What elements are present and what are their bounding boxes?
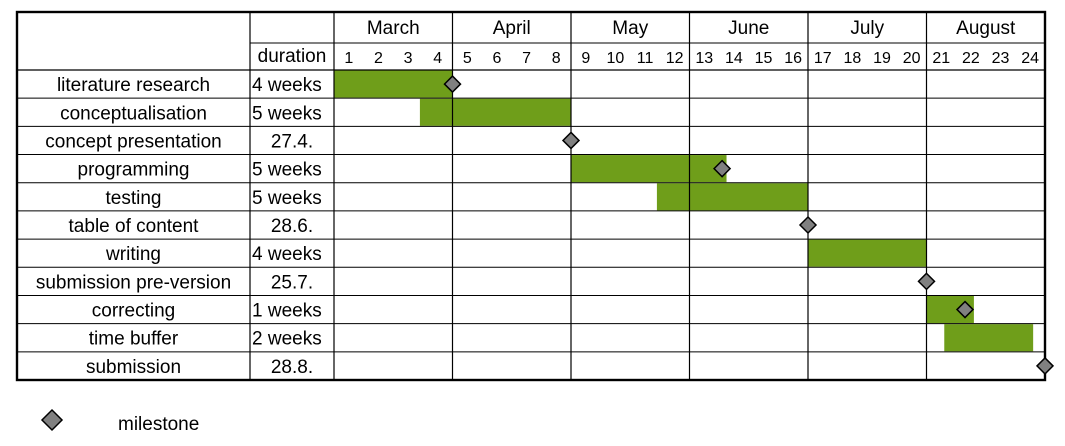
task-name: time buffer [89, 329, 179, 350]
task-bar [571, 155, 727, 183]
task-name: testing [106, 188, 162, 209]
milestone-marker [917, 272, 936, 291]
task-bar [419, 98, 571, 126]
week-tick-label: 13 [695, 50, 713, 67]
duration-header: duration [258, 46, 327, 67]
task-name: conceptualisation [60, 103, 207, 124]
week-tick-label: 11 [637, 50, 654, 67]
milestone-marker [955, 300, 975, 319]
task-bar [944, 324, 1034, 352]
week-tick-label: 4 [433, 50, 442, 67]
milestone-marker [798, 215, 818, 235]
week-tick-label: 9 [581, 50, 590, 67]
week-tick-label: 3 [404, 50, 413, 67]
month-label: August [956, 18, 1016, 39]
week-tick-label: 6 [492, 50, 501, 67]
task-name: correcting [92, 301, 175, 322]
task-duration: 28.8. [271, 357, 313, 378]
milestone-marker [443, 75, 462, 94]
milestone-legend-icon [40, 408, 64, 432]
task-duration: 4 weeks [252, 75, 322, 96]
task-bar [334, 70, 453, 98]
task-name: programming [78, 160, 190, 181]
milestone-marker [561, 131, 581, 150]
week-tick-label: 2 [374, 50, 383, 67]
month-label: April [493, 18, 531, 39]
week-tick-label: 19 [873, 50, 891, 67]
week-tick-label: 8 [552, 50, 561, 67]
week-tick-label: 21 [932, 50, 950, 67]
month-label: July [850, 18, 884, 39]
task-name: concept presentation [45, 131, 221, 152]
month-label: June [728, 18, 769, 39]
chart-border [15, 10, 1047, 382]
week-tick-label: 1 [344, 50, 353, 67]
week-tick-label: 18 [844, 50, 862, 67]
week-tick-label: 20 [903, 50, 921, 67]
task-duration: 27.4. [271, 131, 313, 152]
month-label: May [612, 18, 648, 39]
week-tick-label: 14 [725, 50, 743, 67]
task-bar [656, 183, 808, 211]
task-duration: 1 weeks [252, 301, 322, 322]
milestone-marker [713, 159, 732, 178]
task-duration: 4 weeks [252, 244, 322, 265]
task-duration: 5 weeks [252, 188, 322, 209]
task-name: literature research [57, 75, 210, 96]
task-duration: 2 weeks [252, 329, 322, 350]
task-duration: 28.6. [271, 216, 313, 237]
week-tick-label: 7 [522, 50, 531, 67]
week-tick-label: 23 [992, 50, 1010, 67]
milestone-marker [1035, 356, 1055, 375]
week-tick-label: 12 [666, 50, 684, 67]
legend: milestone [36, 406, 296, 436]
task-name: table of content [69, 216, 200, 237]
task-name: submission pre-version [36, 272, 231, 293]
week-tick-label: 5 [463, 50, 472, 67]
week-tick-label: 17 [814, 50, 832, 67]
task-bar [808, 239, 927, 267]
task-duration: 25.7. [271, 272, 313, 293]
week-tick-label: 24 [1021, 50, 1039, 67]
task-duration: 5 weeks [252, 103, 322, 124]
task-name: submission [86, 357, 181, 378]
month-label: March [367, 18, 420, 39]
week-tick-label: 15 [755, 50, 773, 67]
week-tick-label: 10 [607, 50, 625, 67]
task-name: writing [105, 244, 161, 265]
week-tick-label: 16 [784, 50, 802, 67]
legend-label: milestone [118, 414, 200, 435]
week-tick-label: 22 [962, 50, 980, 67]
task-duration: 5 weeks [252, 160, 322, 181]
